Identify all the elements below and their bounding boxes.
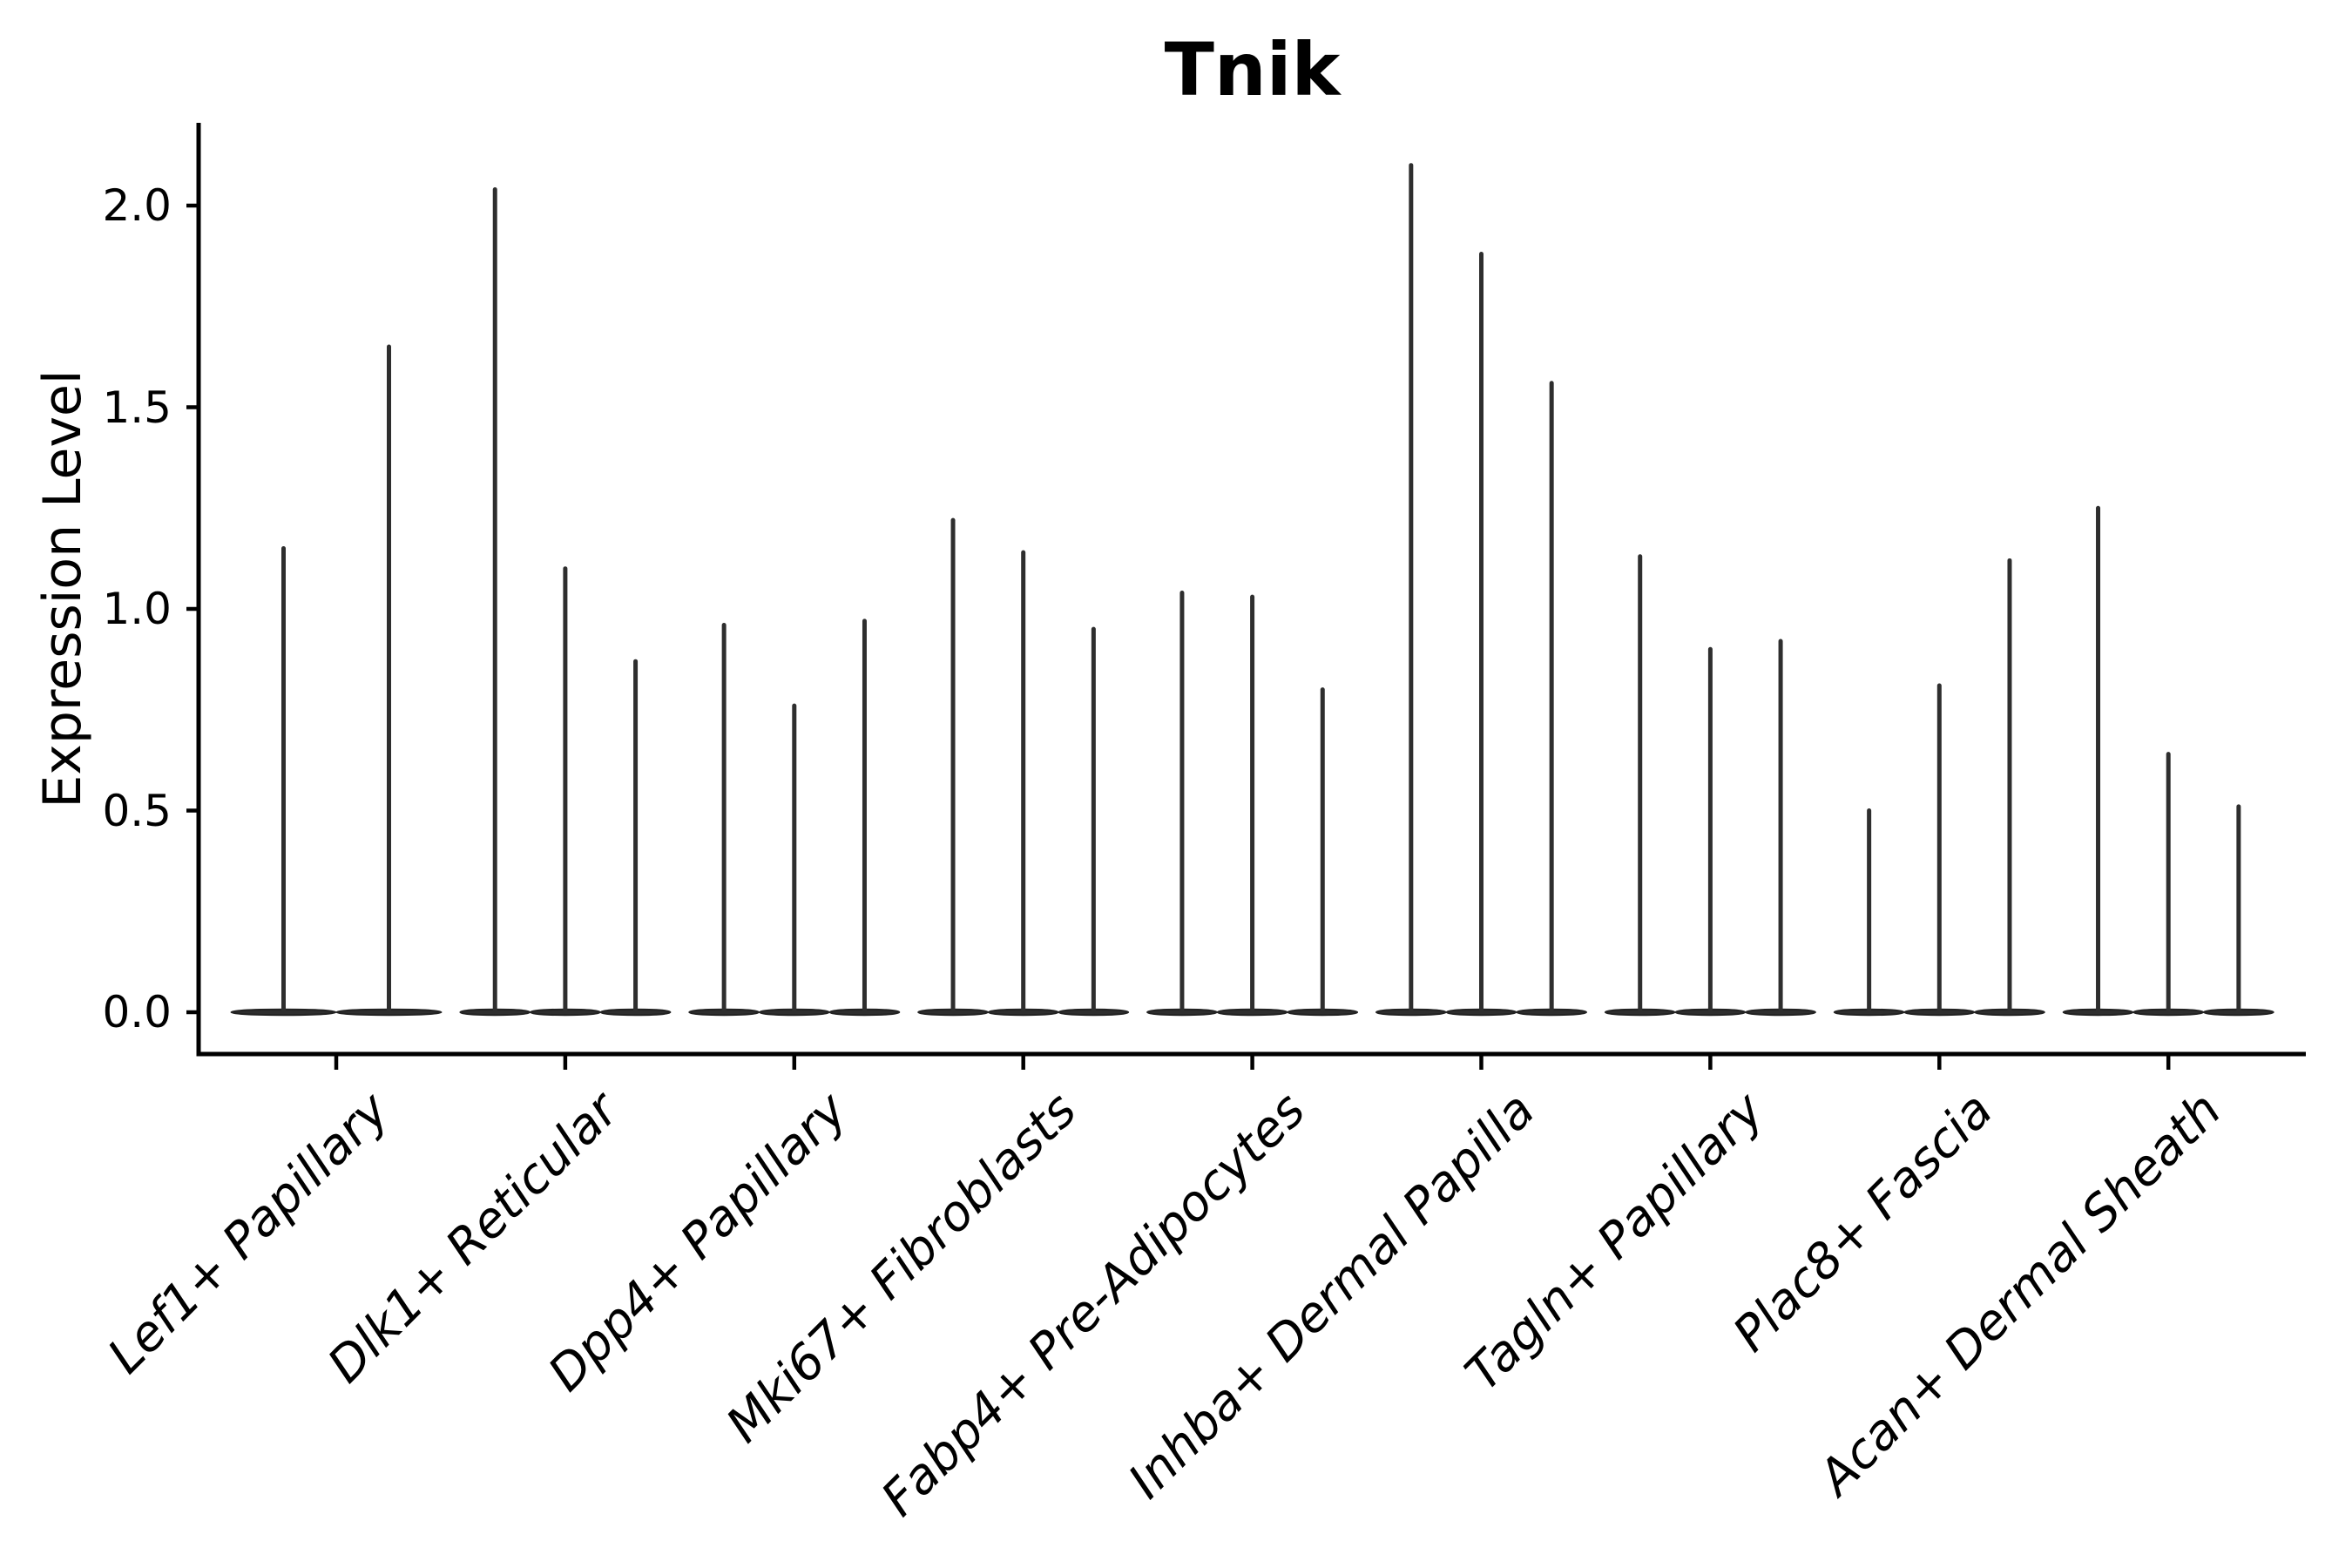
y-tick-label: 1.5 (102, 382, 172, 433)
y-tick-label: 1.0 (102, 584, 172, 634)
y-tick-label: 2.0 (102, 180, 172, 231)
y-tick-label: 0.5 (102, 785, 172, 836)
y-tick-label: 0.0 (102, 987, 172, 1037)
chart-title: Tnik (1164, 27, 1341, 112)
y-axis-label: Expression Level (32, 369, 93, 808)
